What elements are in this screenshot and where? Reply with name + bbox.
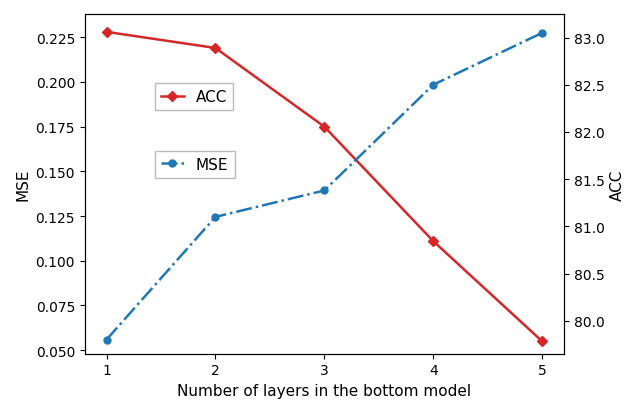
ACC [429, 239, 437, 244]
X-axis label: Number of layers in the bottom model: Number of layers in the bottom model [177, 383, 472, 398]
MSE [212, 215, 220, 220]
ACC [538, 339, 546, 344]
ACC [321, 125, 328, 130]
Y-axis label: MSE: MSE [15, 168, 30, 201]
Legend: MSE: MSE [155, 152, 234, 178]
MSE [321, 188, 328, 193]
MSE [429, 83, 437, 88]
Line: ACC: ACC [103, 29, 545, 345]
Y-axis label: ACC: ACC [610, 169, 625, 200]
Line: MSE: MSE [103, 30, 545, 343]
MSE [538, 31, 546, 36]
MSE [102, 337, 110, 342]
ACC [102, 30, 110, 35]
ACC [212, 46, 220, 51]
